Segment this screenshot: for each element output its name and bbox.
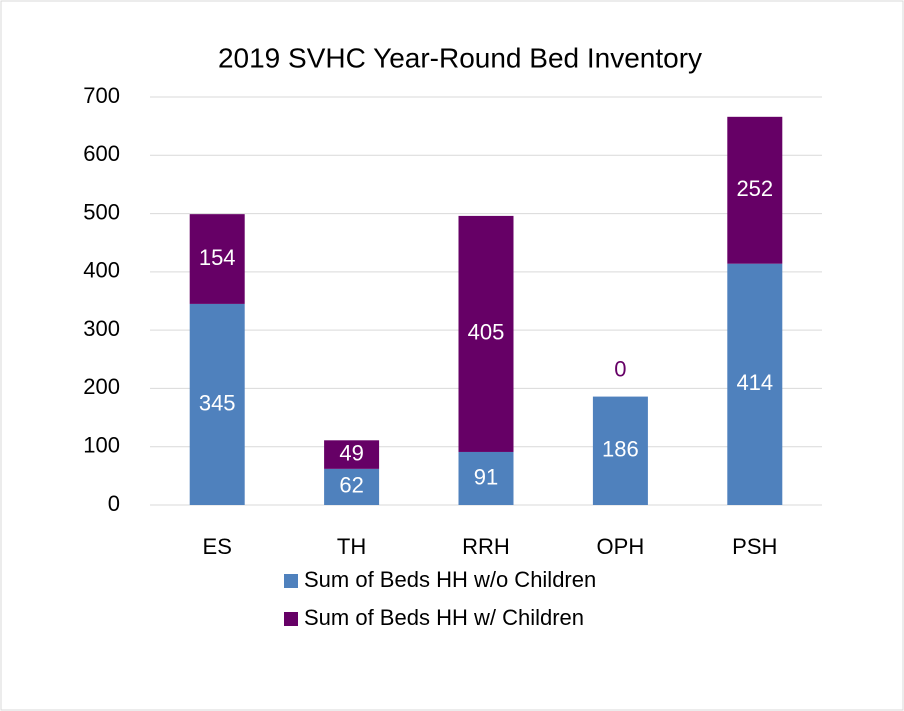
x-tick-label: ES <box>203 534 232 559</box>
bar-segment <box>324 440 380 469</box>
x-tick-label: TH <box>337 534 366 559</box>
x-tick-label: PSH <box>732 534 777 559</box>
bar-segment <box>458 215 514 452</box>
bar-segment <box>727 263 783 505</box>
data-label: 62 <box>339 473 363 498</box>
y-tick-label: 200 <box>83 374 120 399</box>
data-label: 186 <box>602 437 639 462</box>
bar-segment <box>592 396 648 505</box>
data-label: 405 <box>468 320 505 345</box>
y-tick-label: 0 <box>108 491 120 516</box>
data-label: 345 <box>199 390 236 415</box>
bar-segment <box>189 303 245 505</box>
y-tick-label: 600 <box>83 141 120 166</box>
legend-swatch <box>284 574 298 588</box>
y-tick-label: 300 <box>83 316 120 341</box>
legend-swatch <box>284 612 298 626</box>
y-tick-label: 100 <box>83 433 120 458</box>
data-label: 49 <box>339 440 363 465</box>
bar-segment <box>727 116 783 264</box>
legend-label: Sum of Beds HH w/ Children <box>304 605 584 630</box>
chart-title: 2019 SVHC Year-Round Bed Inventory <box>218 42 702 73</box>
data-label: 414 <box>736 370 773 395</box>
x-tick-label: RRH <box>462 534 510 559</box>
y-tick-label: 500 <box>83 199 120 224</box>
bar-segment <box>458 451 514 505</box>
y-tick-label: 400 <box>83 258 120 283</box>
bar-segment <box>189 214 245 304</box>
bar-segment <box>324 468 380 505</box>
data-label: 154 <box>199 245 236 270</box>
legend-label: Sum of Beds HH w/o Children <box>304 567 596 592</box>
data-label: 91 <box>474 464 498 489</box>
data-label: 252 <box>736 176 773 201</box>
x-tick-label: OPH <box>597 534 645 559</box>
data-label: 0 <box>614 356 626 381</box>
y-tick-label: 700 <box>83 83 120 108</box>
